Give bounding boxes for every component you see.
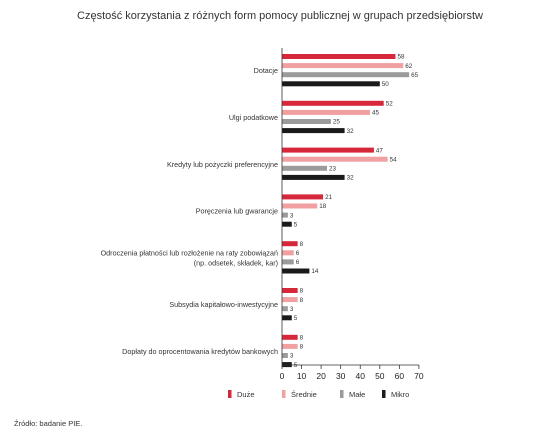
data-label: 21: [325, 194, 333, 201]
bar-mikro-kredyty-lub-pozyczki-preferenc: [282, 174, 345, 180]
x-axis: 0 10 20 30 40 50 60 70: [280, 48, 424, 381]
data-label: 6: [296, 259, 300, 266]
bar-srednie-kredyty-lub-pozyczki-preferenc: [282, 156, 388, 162]
data-label: 8: [300, 335, 304, 342]
x-tick-label: 50: [375, 371, 385, 381]
category-labels: Dotacje Ulgi podatkowe Kredyty lub pożyczk…: [101, 66, 278, 356]
legend-label-duze: Duże: [237, 390, 255, 399]
data-label: 58: [397, 54, 405, 61]
bar-mikro-poreczenia-lub-gwarancje: [282, 221, 292, 227]
bar-male-poreczenia-lub-gwarancje: [282, 212, 288, 218]
source-note: Źródło: badanie PIE.: [14, 419, 83, 428]
bar-duze-doplaty-do-oprocentowania-kred: [282, 334, 298, 340]
data-label: 8: [300, 344, 304, 351]
data-label: 54: [390, 156, 398, 163]
bar-male-ulgi-podatkowe: [282, 119, 331, 124]
bar-duze-dotacje: [282, 54, 396, 59]
bar-duze-ulgi-podatkowe: [282, 100, 384, 106]
category-label-poreczenia-lub-gwarancje: Poręczenia lub gwarancje: [196, 207, 278, 216]
data-label: 8: [300, 288, 304, 295]
bar-male-odroczenia-platnosci-lub-rozlo: [282, 259, 294, 265]
data-label: 3: [290, 306, 294, 313]
chart-title: Częstość korzystania z różnych form pomo…: [77, 10, 483, 22]
bar-duze-odroczenia-platnosci-lub-rozlo: [282, 241, 298, 247]
bar-male-subsydia-kapitalowo-inwestycyj: [282, 306, 288, 312]
data-label: 52: [386, 101, 394, 108]
legend-label-male: Małe: [349, 390, 365, 399]
category-label-line: Ulgi podatkowe: [229, 113, 278, 122]
category-label-line: (np. odsetek, składek, kar): [194, 258, 278, 267]
legend-swatch-duze: [228, 390, 232, 398]
data-label: 5: [294, 315, 298, 322]
bar-srednie-poreczenia-lub-gwarancje: [282, 203, 318, 209]
x-tick-label: 60: [395, 371, 405, 381]
category-label-odroczenia-platnosci-lub-rozlozenie-na-r: Odroczenia płatności lub rozłożenie na r…: [101, 248, 278, 267]
bar-mikro-ulgi-podatkowe: [282, 128, 345, 134]
data-label: 45: [372, 110, 380, 117]
x-tick-label: 20: [316, 371, 326, 381]
bar-srednie-subsydia-kapitalowo-inwestycyj: [282, 297, 298, 303]
bar-srednie-ulgi-podatkowe: [282, 109, 371, 115]
data-label: 65: [411, 72, 419, 79]
bar-mikro-dotacje: [282, 81, 380, 87]
bar-duze-kredyty-lub-pozyczki-preferenc: [282, 147, 374, 153]
category-label-line: Dopłaty do oprocentowania kredytów banko…: [122, 347, 278, 356]
category-label-line: Dotacje: [254, 66, 278, 75]
data-label: 3: [290, 353, 294, 360]
legend: Duże Średnie Małe Mikro: [228, 390, 409, 399]
legend-label-srednie: Średnie: [291, 390, 317, 399]
bar-duze-poreczenia-lub-gwarancje: [282, 194, 324, 200]
category-label-ulgi-podatkowe: Ulgi podatkowe: [229, 113, 278, 122]
category-label-line: Subsydia kapitałowo-inwestycyjne: [169, 300, 278, 309]
data-label: 8: [300, 297, 304, 304]
bar-srednie-odroczenia-platnosci-lub-rozlo: [282, 250, 294, 256]
legend-swatch-srednie: [282, 390, 286, 398]
data-label: 32: [347, 128, 355, 135]
category-label-kredyty-lub-pozyczki-preferencyjne: Kredyty lub pożyczki preferencyjne: [167, 160, 278, 169]
category-label-line: Poręczenia lub gwarancje: [196, 207, 278, 216]
data-label: 14: [311, 268, 319, 275]
data-label: 25: [333, 119, 341, 126]
data-label: 50: [382, 81, 390, 88]
data-label: 23: [329, 166, 337, 173]
data-label: 3: [290, 212, 294, 219]
bar-male-dotacje: [282, 72, 410, 78]
legend-label-mikro: Mikro: [391, 390, 409, 399]
data-label: 8: [300, 241, 304, 248]
data-label: 32: [347, 175, 355, 182]
legend-swatch-male: [340, 390, 344, 398]
bar-male-doplaty-do-oprocentowania-kred: [282, 353, 288, 358]
data-label: 18: [319, 203, 327, 210]
category-label-doplaty-do-oprocentowania-kredytow-banko: Dopłaty do oprocentowania kredytów banko…: [122, 347, 278, 356]
bar-male-kredyty-lub-pozyczki-preferenc: [282, 165, 327, 171]
data-label: 6: [296, 250, 300, 257]
x-tick-label: 10: [297, 371, 307, 381]
x-tick-label: 0: [280, 371, 285, 381]
category-label-line: Kredyty lub pożyczki preferencyjne: [167, 160, 278, 169]
data-label: 47: [376, 147, 384, 154]
x-tick-label: 70: [414, 371, 424, 381]
category-label-subsydia-kapitalowo-inwestycyjne: Subsydia kapitałowo-inwestycyjne: [169, 300, 278, 309]
bar-duze-subsydia-kapitalowo-inwestycyj: [282, 288, 298, 293]
data-label: 62: [405, 63, 413, 70]
category-label-line: Odroczenia płatności lub rozłożenie na r…: [101, 248, 278, 257]
bar-mikro-odroczenia-platnosci-lub-rozlo: [282, 268, 310, 274]
data-label: 5: [294, 221, 298, 228]
bar-mikro-subsydia-kapitalowo-inwestycyj: [282, 315, 292, 321]
bar-srednie-doplaty-do-oprocentowania-kred: [282, 343, 298, 349]
category-label-dotacje: Dotacje: [254, 66, 278, 75]
legend-swatch-mikro: [382, 390, 386, 398]
value-labels: 5862655052452532475423322118358661488358…: [290, 54, 419, 369]
x-tick-label: 40: [356, 371, 366, 381]
x-tick-label: 30: [336, 371, 346, 381]
plot-area: [282, 54, 410, 368]
bar-srednie-dotacje: [282, 63, 404, 69]
